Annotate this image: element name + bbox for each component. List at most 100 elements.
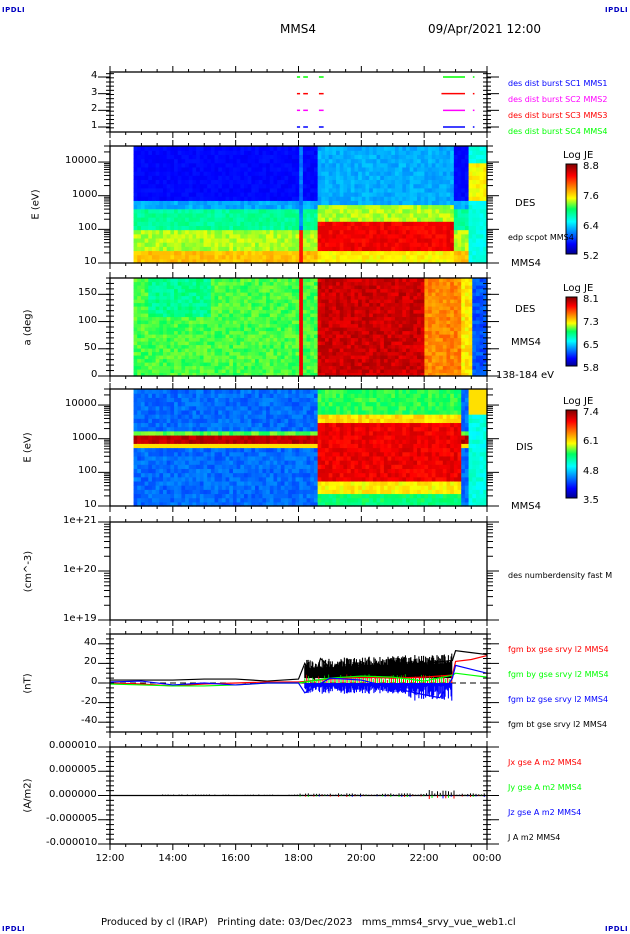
des-pitch-cell <box>155 369 160 374</box>
des-pitch-cell <box>413 313 418 318</box>
des-energy-cell <box>295 208 300 214</box>
des-energy-cell <box>450 171 455 176</box>
des-energy-cell <box>328 217 333 222</box>
des-energy-cell <box>240 258 245 264</box>
des-pitch-cell <box>372 337 378 342</box>
des-pitch-cell <box>343 351 348 356</box>
des-energy-cell <box>317 204 322 210</box>
des-pitch-cell <box>402 320 407 325</box>
des-pitch-cell <box>428 337 433 342</box>
des-pitch-cell <box>269 323 275 328</box>
des-pitch-cell <box>229 372 234 377</box>
des-pitch-cell <box>402 306 407 311</box>
des-energy-cell <box>255 242 260 247</box>
des-energy-cell <box>170 183 175 189</box>
des-energy-cell <box>159 254 164 260</box>
des-energy-cell <box>291 171 297 176</box>
des-pitch-cell <box>394 302 400 307</box>
des-energy-cell <box>306 146 311 151</box>
des-energy-cell <box>402 187 407 193</box>
des-pitch-cell <box>284 299 289 304</box>
des-energy-cell <box>424 183 429 189</box>
des-energy-cell <box>365 221 370 226</box>
des-pitch-cell <box>269 316 275 321</box>
des-pitch-cell <box>328 341 333 346</box>
des-energy-cell <box>372 196 378 201</box>
des-energy-cell <box>295 212 300 218</box>
des-energy-cell <box>280 217 286 222</box>
des-energy-cell <box>188 237 194 243</box>
des-pitch-cell <box>229 313 234 318</box>
des-pitch-cell <box>306 369 311 374</box>
des-pitch-cell <box>277 316 282 321</box>
des-energy-cell <box>269 183 275 189</box>
des-pitch-cell <box>383 295 389 300</box>
des-pitch-cell <box>383 344 389 349</box>
des-energy-cell <box>144 217 149 222</box>
des-energy-cell <box>446 179 451 185</box>
des-pitch-cell <box>266 348 271 353</box>
des-pitch-cell <box>225 323 230 328</box>
des-pitch-cell <box>343 316 348 321</box>
des-energy-cell <box>453 200 459 206</box>
des-pitch-cell <box>380 285 385 290</box>
des-energy-cell <box>232 225 238 231</box>
des-pitch-cell <box>339 334 345 339</box>
des-energy-cell <box>306 258 311 264</box>
des-energy-cell <box>255 233 260 239</box>
des-pitch-cell <box>262 362 267 367</box>
des-energy-cell <box>262 204 267 210</box>
des-energy-cell <box>210 166 216 172</box>
des-energy-cell <box>336 258 341 264</box>
des-energy-cell <box>321 242 326 247</box>
des-pitch-cell <box>258 320 264 325</box>
des-pitch-cell <box>269 348 275 353</box>
des-energy-cell <box>262 162 267 168</box>
des-energy-cell <box>435 237 440 243</box>
des-pitch-cell <box>361 372 367 377</box>
des-energy-cell <box>402 162 407 168</box>
des-energy-cell <box>295 183 300 189</box>
des-energy-cell <box>321 212 326 218</box>
des-energy-cell <box>199 229 205 235</box>
des-pitch-cell <box>247 285 252 290</box>
des-energy-cell <box>347 179 352 185</box>
des-pitch-cell <box>192 316 197 321</box>
des-pitch-cell <box>255 323 260 328</box>
des-energy-cell <box>439 196 444 201</box>
des-pitch-cell <box>369 295 374 300</box>
des-energy-cell <box>210 221 216 226</box>
des-pitch-cell <box>376 288 381 293</box>
des-energy-cell <box>192 225 197 231</box>
des-pitch-cell <box>406 355 411 360</box>
des-pitch-cell <box>218 362 223 367</box>
des-energy-cell <box>380 217 385 222</box>
des-pitch-cell <box>258 344 264 349</box>
des-pitch-cell <box>199 327 205 332</box>
des-pitch-cell <box>166 351 171 356</box>
des-energy-cell <box>251 150 256 155</box>
des-pitch-cell <box>428 299 433 304</box>
des-pitch-cell <box>155 309 160 314</box>
des-energy-cell <box>166 196 171 201</box>
des-energy-cell <box>336 150 341 155</box>
des-energy-cell <box>262 246 267 252</box>
des-pitch-cell <box>361 320 367 325</box>
des-energy-cell <box>369 179 374 185</box>
des-pitch-cell <box>394 306 400 311</box>
des-energy-cell <box>376 208 381 214</box>
des-energy-cell <box>284 175 289 181</box>
des-energy-cell <box>479 208 484 214</box>
des-pitch-cell <box>394 337 400 342</box>
des-energy-cell <box>269 146 275 151</box>
des-energy-cell <box>137 204 142 210</box>
des-pitch-cell <box>387 285 392 290</box>
des-pitch-cell <box>221 372 227 377</box>
des-pitch-cell <box>428 358 433 363</box>
des-energy-cell <box>185 196 190 201</box>
des-energy-cell <box>299 179 304 185</box>
des-energy-cell <box>170 175 175 181</box>
des-energy-cell <box>468 146 473 151</box>
des-pitch-cell <box>225 372 230 377</box>
des-energy-cell <box>409 154 414 160</box>
